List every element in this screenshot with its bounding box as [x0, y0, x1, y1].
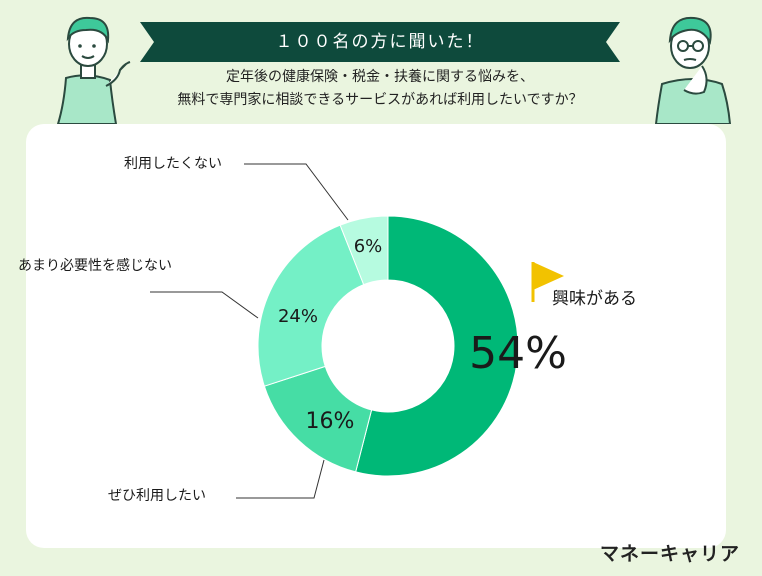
slice-not-necessary — [257, 224, 365, 387]
value-label-not-use: 6% — [354, 236, 383, 257]
survey-banner: １００名の方に聞いた！ — [140, 22, 620, 62]
leader-line-not-necessary — [150, 291, 259, 319]
chart-panel — [26, 124, 726, 548]
category-label-not-necessary: あまり必要性を感じない — [18, 257, 172, 274]
category-label-not-use: 利用したくない — [124, 156, 222, 172]
category-label-interested: 興味がある — [552, 289, 637, 309]
man-thinking-illustration — [654, 16, 732, 124]
slice-interested — [355, 215, 519, 477]
man-pointing-illustration — [56, 16, 131, 124]
leader-line-definitely-use — [236, 459, 325, 499]
banner-ribbon — [140, 22, 620, 62]
value-label-definitely-use: 16% — [306, 409, 355, 434]
slice-not-use — [339, 215, 389, 286]
brand-logo: マネーキャリア — [599, 543, 740, 565]
question-line-1: 定年後の健康保険・税金・扶養に関する悩みを、 — [226, 69, 534, 85]
category-label-definitely-use: ぜひ利用したい — [108, 488, 206, 504]
value-label-not-necessary: 24% — [278, 306, 318, 327]
banner-title: １００名の方に聞いた！ — [275, 32, 485, 52]
question-line-2: 無料で専門家に相談できるサービスがあれば利用したいですか？ — [177, 92, 583, 108]
flag-icon — [531, 262, 564, 302]
survey-question: 定年後の健康保険・税金・扶養に関する悩みを、 無料で専門家に相談できるサービスが… — [120, 66, 640, 112]
value-label-interested: 54% — [469, 328, 567, 379]
leader-line-not-use — [244, 163, 349, 221]
